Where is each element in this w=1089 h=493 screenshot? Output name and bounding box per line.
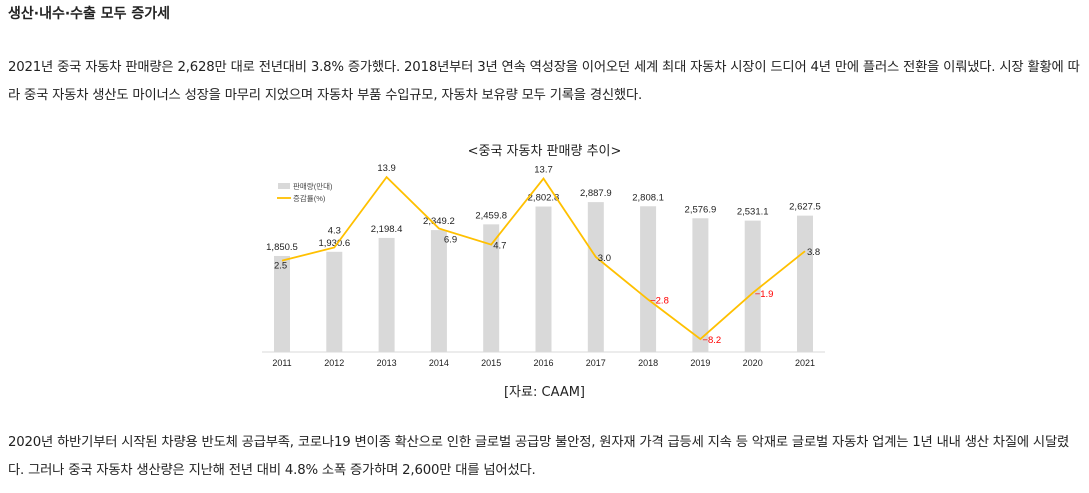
bar-2017 xyxy=(587,202,604,352)
bar-label-2015: 2,459.8 xyxy=(475,210,507,221)
line-label-2017: 3.0 xyxy=(598,253,611,264)
x-tick-label: 2018 xyxy=(638,358,658,368)
bar-label-2012: 1,930.6 xyxy=(318,238,350,249)
x-tick-label: 2021 xyxy=(795,358,815,368)
legend-bar-label: 판매량(만대) xyxy=(293,182,333,191)
chart-title: <중국 자동차 판매량 추이> xyxy=(467,144,622,159)
bar-label-2021: 2,627.5 xyxy=(789,202,821,213)
section-heading: 생산·내수·수출 모두 증가세 xyxy=(8,6,171,22)
bar-label-2018: 2,808.1 xyxy=(632,192,664,203)
line-label-2016: 13.7 xyxy=(534,165,553,176)
legend-bar-swatch xyxy=(278,183,290,189)
bar-2016 xyxy=(535,206,552,352)
x-tick-label: 2014 xyxy=(429,358,449,368)
bar-2012 xyxy=(326,251,343,352)
bar-label-2013: 2,198.4 xyxy=(371,224,403,235)
bar-label-2011: 1,850.5 xyxy=(266,242,298,253)
bar-label-2016: 2,802.8 xyxy=(528,193,560,204)
line-label-2021: 3.8 xyxy=(807,247,820,258)
bar-label-2014: 2,349.2 xyxy=(423,216,455,227)
line-label-2019: −8.2 xyxy=(702,335,721,346)
x-tick-label: 2020 xyxy=(743,358,763,368)
x-tick-label: 2012 xyxy=(324,358,344,368)
x-tick-label: 2017 xyxy=(586,358,606,368)
bar-2018 xyxy=(640,206,657,352)
x-tick-label: 2013 xyxy=(377,358,397,368)
line-label-2015: 4.7 xyxy=(493,241,506,252)
bar-2021 xyxy=(797,215,813,352)
bar-label-2020: 2,531.1 xyxy=(737,207,769,218)
x-tick-label: 2019 xyxy=(690,358,710,368)
line-label-2012: 4.3 xyxy=(328,225,341,236)
bar-2020 xyxy=(744,220,761,352)
line-label-2013: 13.9 xyxy=(377,163,396,174)
legend-line-label: 증감률(%) xyxy=(293,193,326,203)
growth-line xyxy=(281,175,806,341)
line-label-2014: 6.9 xyxy=(444,234,457,245)
bar-2015 xyxy=(483,224,500,352)
bar-2014 xyxy=(430,230,447,352)
x-tick-label: 2016 xyxy=(533,358,553,368)
bar-2013 xyxy=(378,237,395,352)
x-tick-label: 2015 xyxy=(481,358,501,368)
bar-2019 xyxy=(692,218,709,352)
chart-source: [자료: CAAM] xyxy=(503,385,586,400)
bar-label-2019: 2,576.9 xyxy=(685,204,717,215)
x-tick-label: 2011 xyxy=(272,358,291,368)
bar-label-2017: 2,887.9 xyxy=(580,188,612,199)
bar-2011 xyxy=(274,255,290,352)
paragraph-2: 2020년 하반기부터 시작된 차량용 반도체 공급부족, 코로나19 변이종 … xyxy=(8,435,1070,478)
paragraph-1: 2021년 중국 자동차 판매량은 2,628만 대로 전년대비 3.8% 증가… xyxy=(8,60,1080,103)
line-label-2018: −2.8 xyxy=(650,296,669,307)
line-label-2011: 2.5 xyxy=(274,261,287,272)
line-label-2020: −1.9 xyxy=(755,289,774,300)
